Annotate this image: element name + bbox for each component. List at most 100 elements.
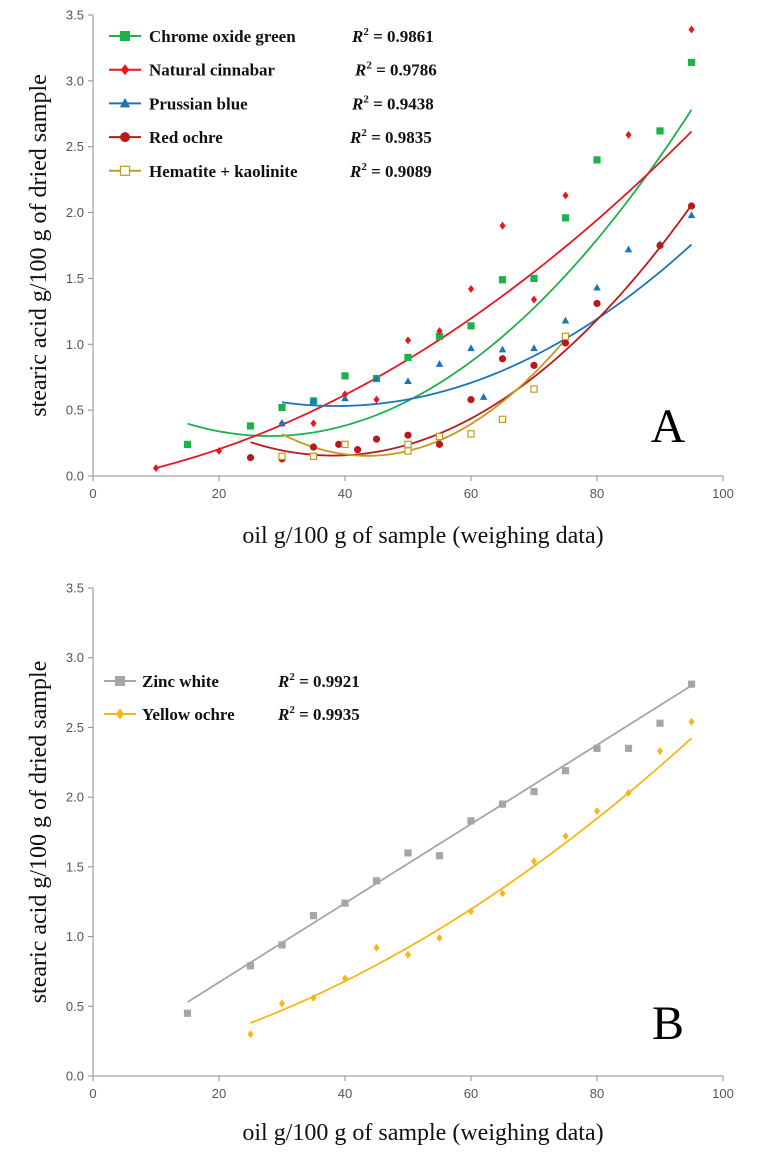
data-point: [687, 211, 696, 219]
data-point: [341, 899, 349, 907]
data-point: [499, 221, 506, 230]
data-point: [404, 377, 412, 385]
trend-line: [155, 130, 693, 469]
data-point: [341, 440, 349, 449]
data-point: [246, 453, 255, 462]
data-point: [215, 447, 223, 455]
x-tick-label: 40: [338, 1086, 352, 1101]
data-point: [372, 435, 381, 443]
data-point: [688, 717, 695, 726]
x-axis-title: oil g/100 g of sample (weighing data): [242, 523, 603, 549]
data-point: [404, 353, 412, 362]
legend-r-squared: R2 = 0.9921: [277, 671, 360, 691]
panel-label: A: [651, 400, 686, 453]
data-point: [561, 214, 570, 222]
data-point: [309, 443, 318, 451]
data-point: [625, 789, 632, 797]
data-point: [561, 767, 570, 775]
data-point: [278, 403, 286, 412]
trend-line: [187, 109, 693, 437]
data-point: [309, 452, 318, 460]
data-point: [435, 360, 444, 367]
y-tick-label: 0.0: [66, 1069, 84, 1084]
x-tick-label: 80: [590, 1086, 604, 1101]
data-point: [404, 950, 412, 959]
data-point: [436, 934, 443, 942]
y-tick-label: 1.0: [66, 337, 84, 352]
legend-label: Natural cinnabar: [149, 61, 276, 80]
legend: Zinc white R2 = 0.9921 Yellow ochre R2 = 0.…: [104, 671, 360, 724]
x-tick-label: 60: [464, 1086, 478, 1101]
data-point: [435, 432, 444, 441]
x-tick-label: 0: [89, 1086, 96, 1101]
y-tick-label: 0.5: [66, 999, 84, 1014]
data-point: [499, 889, 506, 898]
y-tick-label: 1.0: [66, 929, 84, 944]
data-point: [688, 25, 695, 34]
data-point: [687, 202, 696, 210]
x-tick-label: 0: [89, 486, 96, 501]
panel-label: B: [652, 997, 684, 1050]
data-point: [593, 299, 601, 308]
data-point: [498, 355, 507, 363]
y-tick-label: 0.5: [66, 403, 84, 418]
x-tick-label: 60: [464, 486, 478, 501]
data-point: [404, 447, 412, 455]
data-point: [593, 156, 601, 164]
data-point: [372, 374, 381, 382]
x-tick-label: 100: [712, 486, 734, 501]
data-point: [404, 849, 412, 857]
data-point: [354, 446, 362, 454]
data-point: [656, 719, 664, 727]
data-point: [341, 974, 349, 983]
data-point: [246, 962, 255, 970]
x-tick-label: 20: [212, 1086, 226, 1101]
data-point: [310, 993, 317, 1002]
data-point: [562, 832, 569, 841]
data-point: [247, 1030, 254, 1039]
data-point: [624, 744, 633, 752]
data-point: [593, 807, 601, 816]
y-axis-title: stearic acid g/100 g of dried sample: [26, 74, 52, 417]
data-point: [372, 877, 381, 885]
data-point: [687, 58, 696, 67]
legend-marker: [120, 64, 130, 76]
legend-r-squared: R2 = 0.9089: [349, 161, 432, 181]
x-tick-label: 80: [590, 486, 604, 501]
data-point: [467, 322, 475, 330]
data-point: [152, 464, 160, 473]
y-tick-label: 2.0: [66, 790, 84, 805]
y-tick-label: 1.5: [66, 859, 84, 874]
y-tick-label: 3.5: [66, 8, 84, 23]
legend: Chrome oxide green R2 = 0.9861 Natural cin…: [109, 26, 437, 181]
trend-line: [187, 684, 692, 1003]
data-point: [561, 339, 570, 347]
y-tick-label: 2.0: [66, 205, 84, 220]
y-tick-label: 2.5: [66, 139, 84, 154]
data-point: [498, 276, 507, 284]
data-point: [498, 415, 507, 424]
y-tick-label: 1.5: [66, 271, 84, 286]
chart-panel-a: 0.0 0.5 1.0 1.5 2.0 2.5 3.0 3.5 0 20 40 60 80 100 oil …: [26, 8, 734, 550]
x-tick-label: 20: [212, 486, 226, 501]
data-point: [530, 385, 538, 393]
data-point: [278, 452, 286, 460]
data-point: [530, 787, 538, 796]
data-point: [656, 747, 664, 756]
legend-r-squared: R2 = 0.9438: [351, 93, 434, 113]
y-tick-label: 3.5: [66, 581, 84, 596]
trend-line: [250, 204, 693, 457]
data-point: [467, 344, 475, 352]
data-point: [341, 394, 349, 402]
data-point: [278, 419, 286, 427]
data-point: [530, 344, 538, 352]
legend-label: Zinc white: [142, 672, 219, 691]
data-point: [335, 440, 343, 448]
data-point: [530, 295, 538, 304]
data-point: [498, 800, 507, 808]
legend-r-squared: R2 = 0.9935: [277, 704, 360, 724]
data-point: [435, 332, 444, 340]
data-point: [625, 130, 632, 139]
legend-label: Yellow ochre: [142, 705, 235, 724]
